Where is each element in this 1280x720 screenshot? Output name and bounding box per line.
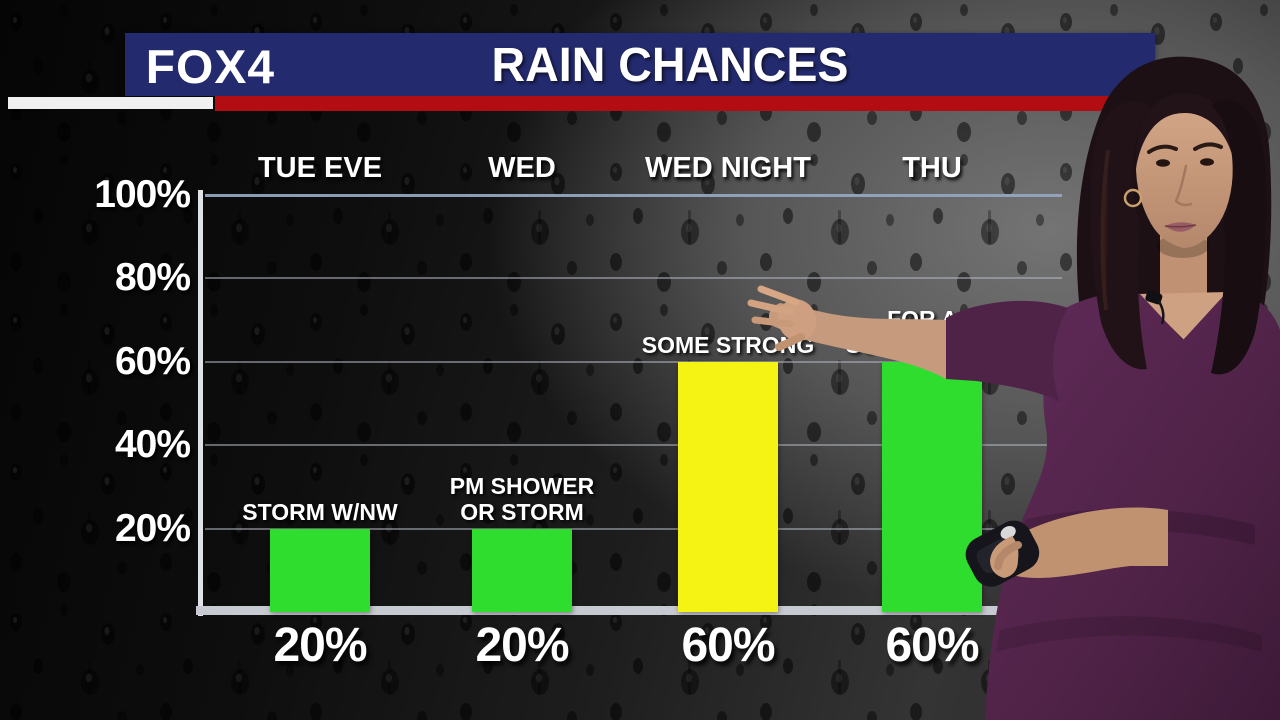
bar-value-label: 20%: [273, 619, 367, 672]
bar-annotation-line: OR STORM: [460, 498, 584, 525]
banner-white-stripe: [8, 97, 213, 109]
bar-value-label: 60%: [681, 619, 775, 672]
presenter-face-features: [1147, 142, 1223, 232]
bar-value-label: 60%: [885, 619, 979, 672]
presenter-pointing-sleeve: [946, 300, 1068, 402]
gridline-100: [205, 194, 1062, 197]
presenter-left-forearm: [999, 507, 1168, 578]
bar-wed: [472, 528, 572, 612]
fox4-station-logo: FOX4: [145, 40, 276, 93]
gridline-60: [205, 360, 1062, 363]
bar-annotation-line: PM SHOWER: [449, 472, 595, 499]
page-title: RAIN CHANCES: [491, 39, 849, 92]
presenter-earring: [1123, 188, 1143, 208]
presenter-neck: [1160, 230, 1207, 302]
category-label: TUE EVE: [257, 152, 383, 184]
category-label: WED NIGHT: [645, 152, 811, 184]
bar-annotation: STORM W/NW: [180, 499, 460, 525]
gridline-80: [205, 277, 1062, 280]
bar-thu: [882, 361, 982, 612]
y-axis-tick-label: 80%: [114, 256, 191, 300]
y-axis-tick-label: 40%: [114, 423, 191, 467]
presenter-lapel-mic: [1145, 290, 1165, 325]
title-banner: FOX4 RAIN CHANCES: [125, 33, 1155, 96]
bar-annotation-line: STORM W/NW: [242, 498, 398, 525]
gridline-20: [205, 527, 1062, 530]
presenter-hair-front: [1090, 92, 1267, 375]
gridline-40: [205, 444, 1062, 447]
bar-annotation: PM SHOWER OR STORM: [382, 473, 662, 525]
category-label: WED: [488, 152, 556, 184]
y-axis-tick-label: 60%: [114, 339, 191, 383]
banner-red-stripe: [215, 96, 1157, 111]
bar-value-label: 20%: [475, 619, 569, 672]
bar-wed-night: [678, 361, 778, 612]
presenter-pointing-hand: [747, 285, 817, 351]
x-axis-baseline: [196, 606, 1066, 615]
bar-tue-eve: [270, 528, 370, 612]
y-axis-line: [198, 190, 203, 616]
y-axis-tick-label: 20%: [114, 506, 191, 550]
category-label: THU: [902, 152, 962, 184]
y-axis-tick-label: 100%: [94, 173, 191, 216]
